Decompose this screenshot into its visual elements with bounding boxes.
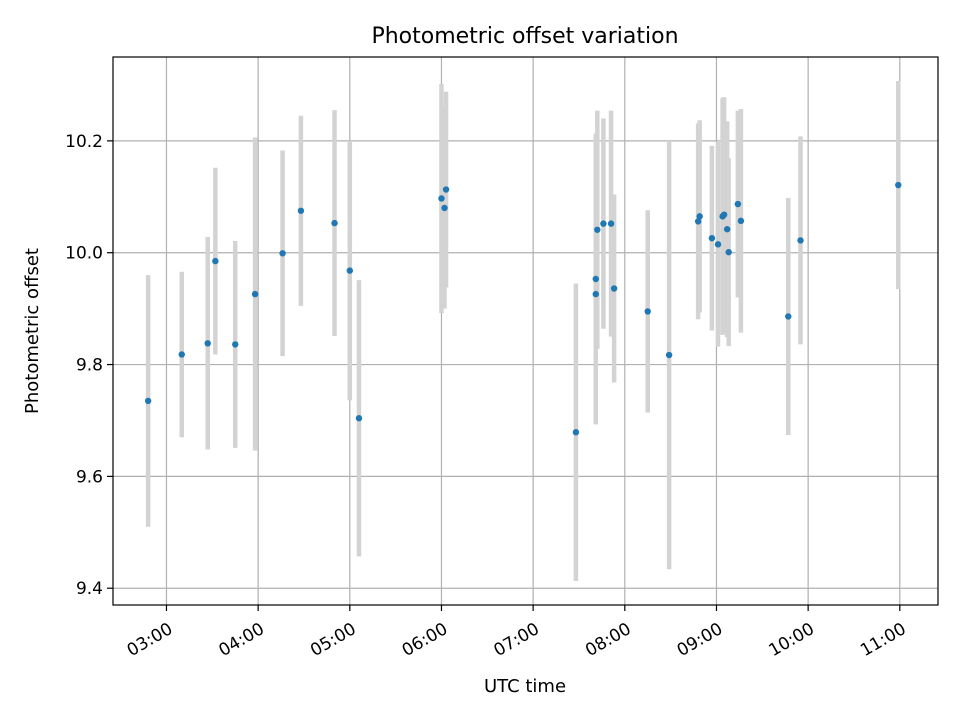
data-point (441, 204, 448, 212)
data-point (797, 237, 804, 244)
data-points (144, 181, 902, 436)
data-point (723, 226, 731, 233)
data-point (346, 267, 354, 274)
y-tick-label: 9.4 (76, 579, 103, 599)
y-axis-ticks: 9.4 9.6 9.8 10.0 10.2 (65, 132, 113, 599)
data-point (696, 213, 703, 220)
x-tick-label: 08:00 (582, 619, 634, 661)
data-point (438, 195, 445, 202)
data-point (600, 220, 607, 227)
data-point (178, 351, 185, 358)
data-point (144, 397, 152, 405)
x-tick-label: 03:00 (124, 619, 176, 661)
x-axis-label: UTC time (484, 676, 566, 697)
x-tick-label: 07:00 (490, 619, 542, 661)
data-point (594, 226, 601, 233)
data-point (204, 340, 211, 347)
data-point (442, 186, 450, 193)
data-point (725, 248, 732, 256)
y-tick-label: 10.2 (65, 132, 103, 152)
data-point (785, 313, 792, 320)
data-point (895, 181, 902, 189)
y-tick-label: 9.8 (76, 356, 103, 376)
data-point (734, 200, 742, 208)
y-tick-label: 10.0 (65, 244, 103, 264)
data-point (232, 341, 239, 348)
data-point (708, 234, 716, 242)
data-point (355, 415, 363, 422)
error-bars (145, 81, 901, 581)
chart-title: Photometric offset variation (371, 24, 678, 49)
data-point (297, 207, 305, 214)
data-point (592, 290, 599, 298)
data-point (592, 275, 599, 283)
x-axis-ticks: 03:00 04:00 05:00 06:00 07:00 08:00 09:00 10:00… (124, 605, 910, 661)
data-point (607, 220, 615, 227)
data-point (665, 351, 673, 359)
data-point (694, 218, 702, 225)
x-tick-label: 05:00 (307, 619, 359, 661)
y-axis-label: Photometric offset (22, 248, 43, 414)
data-point (714, 241, 722, 248)
data-point (737, 217, 745, 225)
data-point (331, 219, 338, 227)
data-point (279, 250, 286, 257)
x-tick-label: 09:00 (674, 619, 726, 661)
data-point (720, 211, 728, 218)
data-point (610, 285, 618, 292)
data-point (212, 257, 219, 265)
y-tick-label: 9.6 (76, 467, 103, 487)
x-tick-label: 10:00 (765, 619, 817, 661)
data-point (251, 290, 259, 298)
plot-frame (112, 56, 939, 606)
data-point (644, 308, 651, 315)
data-point (572, 429, 580, 436)
x-tick-label: 04:00 (215, 619, 267, 661)
x-tick-label: 06:00 (399, 619, 451, 661)
x-tick-label: 11:00 (857, 619, 909, 661)
